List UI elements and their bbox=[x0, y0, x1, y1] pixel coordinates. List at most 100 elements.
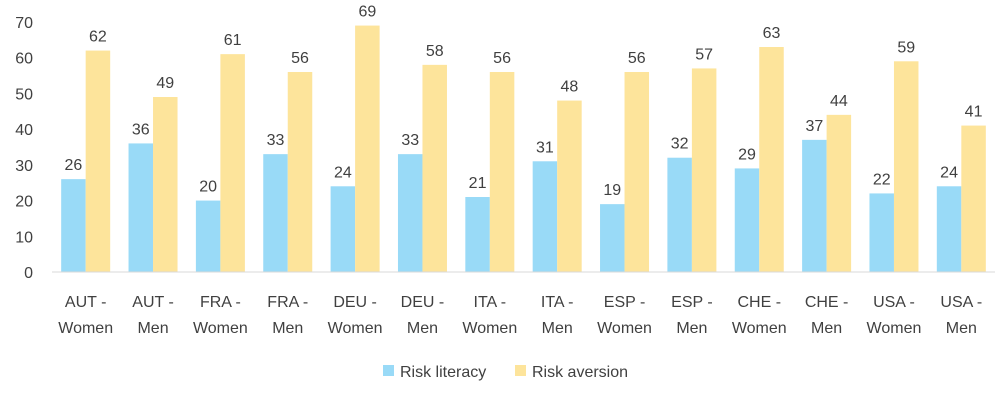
data-label: 33 bbox=[267, 132, 285, 149]
legend-label: Risk literacy bbox=[400, 364, 486, 381]
data-label: 19 bbox=[603, 182, 621, 199]
data-label: 59 bbox=[897, 39, 915, 56]
category-label: Women bbox=[732, 320, 787, 337]
bar-risk-aversion bbox=[422, 64, 447, 272]
data-label: 58 bbox=[426, 43, 444, 60]
category-label: ITA - bbox=[474, 294, 507, 311]
bar-risk-literacy bbox=[465, 197, 490, 272]
bar-risk-literacy bbox=[330, 186, 356, 272]
legend-swatch bbox=[515, 365, 526, 376]
data-label: 57 bbox=[695, 46, 713, 63]
data-label: 20 bbox=[199, 179, 217, 196]
bar-risk-aversion bbox=[759, 47, 784, 272]
data-labels: 26 62 36 49 20 61 33 56 24 69 33 58 21 56 31 48 19 56 32 57… bbox=[65, 4, 983, 200]
category-label: DEU - bbox=[333, 294, 377, 311]
data-label: 24 bbox=[940, 164, 958, 181]
data-label: 21 bbox=[469, 175, 487, 192]
bar-risk-literacy bbox=[734, 168, 760, 272]
data-label: 62 bbox=[89, 29, 107, 46]
bar-risk-aversion bbox=[826, 114, 852, 272]
category-label: USA - bbox=[873, 294, 915, 311]
bar-risk-literacy bbox=[61, 179, 86, 272]
data-label: 69 bbox=[358, 4, 376, 21]
y-tick-label: 0 bbox=[24, 265, 33, 282]
data-label: 37 bbox=[805, 118, 823, 135]
category-label: CHE - bbox=[737, 294, 781, 311]
bar-risk-aversion bbox=[624, 72, 650, 272]
bar-risk-literacy bbox=[802, 139, 827, 272]
category-label: ESP - bbox=[604, 294, 646, 311]
bar-risk-aversion bbox=[893, 61, 919, 273]
bar-risk-aversion bbox=[557, 100, 582, 272]
bar-risk-aversion bbox=[85, 50, 111, 273]
bar-risk-aversion bbox=[287, 72, 313, 272]
legend: Risk literacy Risk aversion bbox=[383, 364, 628, 381]
category-label: Men bbox=[811, 320, 842, 337]
bar-risk-literacy bbox=[936, 186, 962, 272]
y-tick-label: 60 bbox=[15, 51, 33, 68]
bar-risk-aversion bbox=[355, 25, 380, 273]
x-axis: AUT - Women AUT - Men FRA - Women FRA - Men DEU … bbox=[52, 271, 995, 337]
bar-risk-literacy bbox=[397, 154, 423, 272]
bar-risk-literacy bbox=[869, 193, 894, 272]
y-tick-label: 50 bbox=[15, 86, 33, 103]
data-label: 44 bbox=[830, 93, 848, 110]
category-label: DEU - bbox=[401, 294, 445, 311]
y-tick-label: 20 bbox=[15, 194, 33, 211]
y-axis: 0 10 20 30 40 50 60 70 bbox=[15, 15, 33, 282]
data-label: 22 bbox=[873, 171, 891, 188]
bar-risk-aversion bbox=[961, 125, 986, 272]
data-label: 33 bbox=[401, 132, 419, 149]
category-label: USA - bbox=[940, 294, 982, 311]
bar-risk-literacy bbox=[263, 154, 288, 272]
data-label: 24 bbox=[334, 164, 352, 181]
data-label: 29 bbox=[738, 146, 756, 163]
data-label: 56 bbox=[493, 50, 511, 67]
bar-risk-literacy bbox=[532, 161, 558, 272]
category-label: AUT - bbox=[65, 294, 106, 311]
data-label: 41 bbox=[965, 104, 983, 121]
category-label: Women bbox=[597, 320, 652, 337]
category-label: ITA - bbox=[541, 294, 574, 311]
legend-swatch bbox=[383, 365, 394, 376]
y-tick-label: 30 bbox=[15, 158, 33, 175]
bar-risk-literacy bbox=[667, 157, 692, 272]
bar-risk-literacy bbox=[128, 143, 154, 272]
category-label: Men bbox=[272, 320, 303, 337]
bars bbox=[61, 25, 986, 273]
category-label: Women bbox=[58, 320, 113, 337]
category-label: Men bbox=[946, 320, 977, 337]
y-tick-label: 70 bbox=[15, 15, 33, 32]
category-label: Men bbox=[676, 320, 707, 337]
category-label: Men bbox=[137, 320, 168, 337]
data-label: 56 bbox=[628, 50, 646, 67]
category-label: Women bbox=[462, 320, 517, 337]
category-label: Women bbox=[328, 320, 383, 337]
category-label: FRA - bbox=[267, 294, 308, 311]
category-label: ESP - bbox=[671, 294, 713, 311]
data-label: 48 bbox=[561, 79, 579, 96]
category-label: FRA - bbox=[200, 294, 241, 311]
category-label: Women bbox=[193, 320, 248, 337]
category-label: Men bbox=[407, 320, 438, 337]
data-label: 31 bbox=[536, 139, 554, 156]
y-tick-label: 40 bbox=[15, 122, 33, 139]
category-label: CHE - bbox=[805, 294, 849, 311]
bar-risk-literacy bbox=[600, 204, 625, 272]
y-tick-label: 10 bbox=[15, 229, 33, 246]
data-label: 36 bbox=[132, 121, 150, 138]
data-label: 26 bbox=[65, 157, 83, 174]
bar-risk-aversion bbox=[489, 72, 515, 272]
category-label: Women bbox=[867, 320, 922, 337]
data-label: 56 bbox=[291, 50, 309, 67]
data-label: 61 bbox=[224, 32, 242, 49]
bar-risk-aversion bbox=[691, 68, 717, 272]
category-label: Men bbox=[542, 320, 573, 337]
data-label: 49 bbox=[156, 75, 174, 92]
legend-label: Risk aversion bbox=[532, 364, 628, 381]
bar-risk-literacy bbox=[195, 200, 221, 272]
category-label: AUT - bbox=[132, 294, 173, 311]
bar-risk-aversion bbox=[220, 54, 245, 273]
data-label: 63 bbox=[763, 25, 781, 42]
